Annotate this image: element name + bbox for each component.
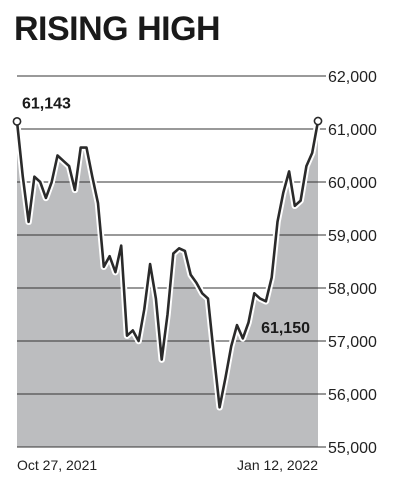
data-label: 61,143 [22,95,71,112]
y-tick-label: 60,000 [328,175,377,192]
plot-area: 62,000 61,000 60,000 59,000 58,000 57,000 56,0… [12,69,377,473]
series-line [15,119,320,409]
x-tick-label: Jan 12, 2022 [237,457,318,473]
x-tick-label: Oct 27, 2021 [17,457,97,473]
y-tick-label: 59,000 [328,228,377,245]
y-tick-label: 57,000 [328,334,377,351]
y-tick-label: 55,000 [328,440,377,457]
area-fill [17,121,318,447]
y-tick-label: 61,000 [328,122,377,139]
endpoint-marker [12,117,22,126]
chart-title: RISING HIGH [14,10,221,48]
y-tick-label: 58,000 [328,281,377,298]
y-tick-label: 62,000 [328,69,377,86]
y-tick-label: 56,000 [328,387,377,404]
endpoint-marker [313,116,323,126]
data-label: 61,150 [261,320,310,337]
